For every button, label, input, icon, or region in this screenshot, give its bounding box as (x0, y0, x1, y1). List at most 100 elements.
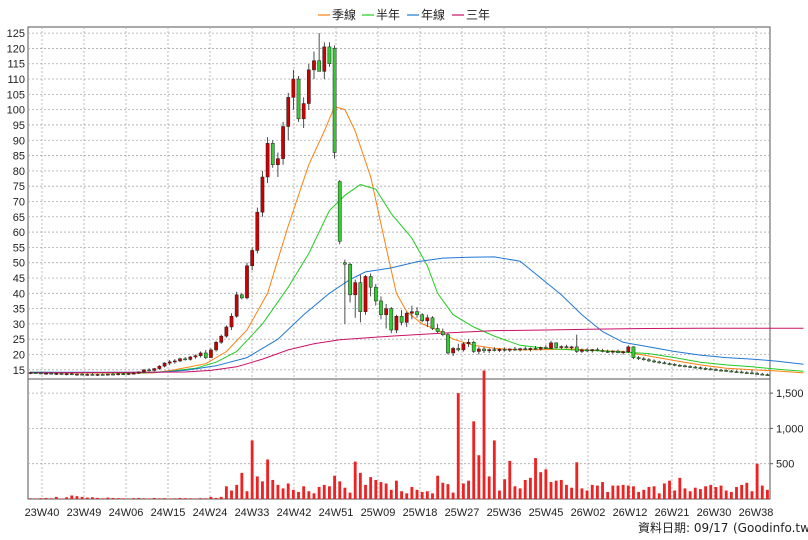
candle-body (564, 346, 569, 349)
candle-body (270, 143, 275, 165)
volume-bar (271, 479, 275, 499)
candle-body (636, 357, 641, 360)
candle-body (373, 286, 378, 302)
candle-body (363, 276, 368, 312)
volume-bar (353, 461, 357, 499)
volume-bar (714, 487, 718, 499)
candle-body (312, 60, 316, 71)
candle-body (502, 349, 507, 351)
x-tick-label: 25W09 (361, 507, 396, 519)
candle-body (198, 352, 203, 356)
volume-bar (539, 472, 543, 499)
candle-body (260, 176, 265, 213)
x-tick-label: 23W40 (25, 507, 60, 519)
volume-bar (544, 469, 548, 499)
volume-bar (374, 479, 378, 499)
candle-body (544, 347, 548, 349)
volume-bar (34, 498, 38, 499)
candle-body (420, 314, 425, 322)
candle-body (59, 373, 64, 375)
volume-bar (595, 485, 599, 499)
volume-bar (235, 484, 239, 499)
candle-body (647, 359, 651, 362)
y-tick-label: 85 (13, 151, 25, 163)
candle-body (131, 372, 136, 375)
x-tick-label: 25W36 (487, 507, 522, 519)
volume-bar (425, 491, 429, 499)
candle-body (574, 346, 579, 352)
volume-bar (420, 491, 424, 499)
volume-bar (101, 498, 105, 499)
volume-bar (745, 482, 749, 499)
x-tick-label: 25W45 (529, 507, 564, 519)
volume-bar (616, 485, 620, 499)
candle-body (85, 374, 90, 376)
y-tick-label: 65 (13, 212, 25, 224)
candle-body (585, 349, 589, 352)
volume-bar (379, 482, 383, 499)
volume-bar (528, 477, 532, 499)
candle-body (760, 373, 765, 376)
volume-bar (348, 492, 352, 499)
legend-label-year: 年線 (421, 7, 445, 22)
volume-bar (575, 462, 579, 499)
volume-bar (261, 481, 264, 499)
volume-bar (565, 484, 568, 499)
candle-body (708, 368, 713, 371)
volume-bar (121, 498, 125, 499)
volume-bar (461, 483, 465, 499)
candle-body (765, 374, 770, 376)
volume-bar (632, 486, 635, 499)
candle-body (672, 364, 677, 366)
candle-body (430, 317, 435, 329)
volume-bar (96, 497, 99, 499)
candle-body (337, 181, 342, 242)
candle-body (750, 372, 754, 375)
volume-bar (358, 472, 362, 499)
volume-bar (106, 497, 110, 499)
volume-bar (637, 491, 641, 499)
candle-body (734, 371, 739, 373)
candle-body (126, 373, 131, 375)
candle-body (178, 358, 182, 362)
volume-tick-label: 1,000 (776, 423, 804, 435)
candle-body (322, 46, 327, 72)
x-tick-label: 24W06 (109, 507, 144, 519)
volume-bar (693, 487, 697, 499)
legend-label-quarter: 季線 (332, 7, 356, 22)
y-tick-label: 95 (13, 120, 25, 132)
candle-body (559, 346, 564, 348)
y-tick-label: 115 (7, 59, 25, 71)
candle-body (657, 361, 662, 364)
candle-body (714, 369, 718, 371)
x-tick-label: 25W18 (403, 507, 438, 519)
volume-bar (250, 440, 254, 499)
volume-bar (678, 477, 682, 499)
candle-body (100, 374, 105, 376)
volume-bar (157, 498, 161, 499)
candle-body (121, 373, 126, 376)
volume-bar (209, 496, 213, 499)
volume-bar (204, 498, 208, 499)
candle-body (358, 282, 363, 312)
candle-body (167, 361, 172, 364)
volume-bar (75, 496, 79, 499)
candle-body (54, 373, 59, 375)
volume-bar (85, 497, 89, 499)
volume-bar (302, 486, 306, 499)
y-tick-label: 15 (13, 365, 25, 377)
candle-body (229, 316, 234, 328)
candle-body (729, 370, 734, 373)
volume-bar (456, 393, 460, 499)
candle-body (368, 276, 373, 288)
volume-bar (492, 440, 496, 499)
volume-bar (60, 498, 63, 499)
candle-body (224, 326, 229, 337)
volume-bar (487, 476, 491, 499)
candle-body (80, 373, 84, 376)
candle-body (49, 372, 54, 375)
volume-bar (90, 497, 94, 499)
volume-bar (750, 491, 754, 499)
volume-bar (395, 480, 398, 499)
legend-item-half: 半年 (362, 8, 400, 22)
